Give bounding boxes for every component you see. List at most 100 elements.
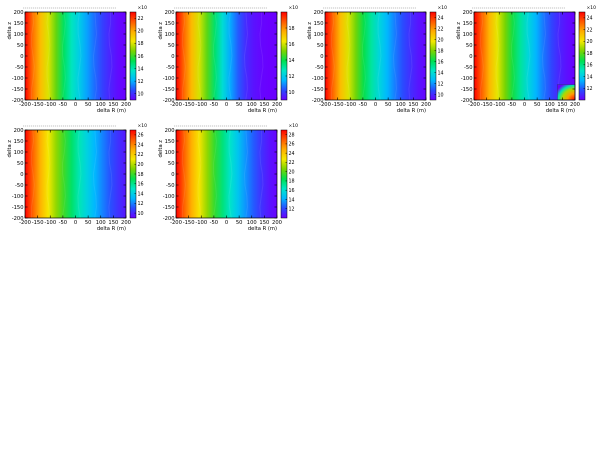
colorbar-tick-label: 24 xyxy=(289,151,295,157)
colorbar-tick-label: 12 xyxy=(138,79,144,85)
colorbar-tick-label: 20 xyxy=(138,29,144,35)
colorbar-tick-label: 14 xyxy=(138,66,144,72)
x-tick-label: -50 xyxy=(508,102,516,108)
x-tick-label: -50 xyxy=(59,102,67,108)
x-tick-label: -100 xyxy=(344,102,356,108)
contour-band xyxy=(92,129,98,219)
heatmap-surface xyxy=(176,130,277,218)
x-tick-label: 0 xyxy=(374,102,377,108)
x-tick-label: 0 xyxy=(523,102,526,108)
x-tick-label: 50 xyxy=(85,102,92,108)
x-tick-label: -100 xyxy=(44,220,56,226)
x-tick-label: 100 xyxy=(96,220,106,226)
y-tick-label: -50 xyxy=(166,65,174,71)
contour-band xyxy=(212,11,217,101)
colorbar-tick-label: 18 xyxy=(587,51,593,57)
x-tick-label: -150 xyxy=(481,102,493,108)
x-tick-label: -100 xyxy=(44,102,56,108)
colorbar-exponent: ×10 xyxy=(138,123,148,129)
x-axis-label: delta R (m) xyxy=(248,226,277,232)
y-axis-label: delta z xyxy=(307,22,313,40)
x-tick-label: -200 xyxy=(468,102,480,108)
x-tick-label: 100 xyxy=(247,102,257,108)
x-tick-label: -200 xyxy=(170,102,182,108)
heatmap-surface xyxy=(25,12,126,100)
contour-band xyxy=(392,11,398,101)
y-tick-label: -100 xyxy=(163,194,175,200)
x-tick-label: 200 xyxy=(121,220,131,226)
colorbar-tick-label: 24 xyxy=(438,15,444,21)
colorbar-tick-label: 26 xyxy=(289,142,295,148)
x-tick-label: -200 xyxy=(19,102,31,108)
colorbar-tick-label: 10 xyxy=(138,92,144,98)
x-tick-label: 150 xyxy=(408,102,418,108)
colorbar xyxy=(578,11,586,101)
colorbar-tick-label: 18 xyxy=(438,48,444,54)
y-tick-label: -150 xyxy=(461,87,473,93)
contour-band xyxy=(46,11,51,101)
x-tick-label: -50 xyxy=(210,220,218,226)
y-tick-label: 0 xyxy=(469,54,472,60)
y-tick-label: 100 xyxy=(165,150,175,156)
x-tick-label: -150 xyxy=(332,102,344,108)
colorbar-tick-label: 28 xyxy=(289,132,295,138)
x-tick-label: 100 xyxy=(396,102,406,108)
colorbar-tick-label: 14 xyxy=(138,191,144,197)
x-axis-label: delta R (m) xyxy=(97,108,126,114)
y-tick-label: 150 xyxy=(463,21,473,27)
colorbar-tick-label: 20 xyxy=(138,162,144,168)
y-tick-label: 200 xyxy=(314,10,324,16)
colorbar-tick-label: 14 xyxy=(587,74,593,80)
contour-band xyxy=(108,129,113,219)
colorbar-tick-label: 18 xyxy=(138,172,144,178)
colorbar-tick-label: 12 xyxy=(587,86,593,92)
y-tick-label: 200 xyxy=(165,128,175,134)
contour-band xyxy=(510,11,515,101)
x-tick-label: -150 xyxy=(32,220,44,226)
y-axis-label: delta z xyxy=(456,22,462,40)
colorbar xyxy=(280,129,288,219)
colorbar-tick-label: 14 xyxy=(289,58,295,64)
colorbar-tick-label: 20 xyxy=(289,169,295,175)
x-tick-label: 100 xyxy=(247,220,257,226)
x-tick-label: 150 xyxy=(259,220,269,226)
x-tick-label: 200 xyxy=(272,220,282,226)
y-tick-label: -200 xyxy=(12,216,24,222)
colorbar-tick-label: 16 xyxy=(587,63,593,69)
x-tick-label: -50 xyxy=(359,102,367,108)
y-tick-label: -50 xyxy=(15,183,23,189)
heatmap-surface xyxy=(25,130,126,218)
x-tick-label: 150 xyxy=(108,102,118,108)
contour-band xyxy=(77,11,82,101)
x-tick-label: 200 xyxy=(421,102,431,108)
colorbar-tick-label: 18 xyxy=(138,41,144,47)
x-tick-label: 50 xyxy=(385,102,392,108)
contour-band xyxy=(330,11,335,101)
colorbar-tick-label: 14 xyxy=(289,197,295,203)
y-tick-label: 100 xyxy=(165,32,175,38)
x-tick-label: -100 xyxy=(493,102,505,108)
x-tick-label: 200 xyxy=(121,102,131,108)
contour-band xyxy=(197,11,202,101)
contour-band xyxy=(30,129,35,219)
colorbar-tick-label: 24 xyxy=(587,16,593,22)
contour-band xyxy=(61,129,66,219)
colorbar-exponent: ×10 xyxy=(438,5,448,11)
y-tick-label: -150 xyxy=(12,205,24,211)
y-tick-label: -200 xyxy=(461,98,473,104)
x-tick-label: 100 xyxy=(545,102,555,108)
y-tick-label: 50 xyxy=(168,161,175,167)
y-tick-label: -150 xyxy=(163,87,175,93)
contour-band xyxy=(361,11,366,101)
heatmap-surface xyxy=(325,12,426,100)
y-tick-label: -50 xyxy=(315,65,323,71)
y-tick-label: -200 xyxy=(163,98,175,104)
contour-band xyxy=(92,11,98,101)
colorbar-tick-label: 22 xyxy=(587,27,593,33)
y-tick-label: 200 xyxy=(165,10,175,16)
